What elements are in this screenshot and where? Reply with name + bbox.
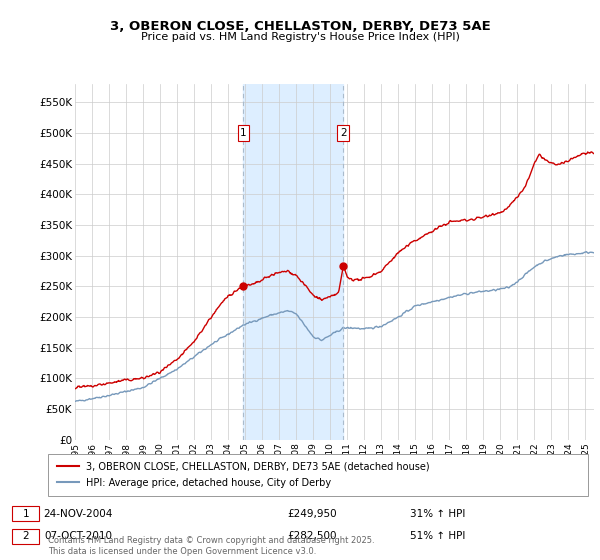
Text: 1: 1 (240, 128, 247, 138)
Text: Price paid vs. HM Land Registry's House Price Index (HPI): Price paid vs. HM Land Registry's House … (140, 32, 460, 43)
Text: 2: 2 (340, 128, 347, 138)
Text: £249,950: £249,950 (287, 508, 337, 519)
Text: Contains HM Land Registry data © Crown copyright and database right 2025.
This d: Contains HM Land Registry data © Crown c… (48, 536, 374, 556)
Text: 07-OCT-2010: 07-OCT-2010 (44, 531, 112, 542)
Text: 1: 1 (22, 508, 29, 519)
Text: 24-NOV-2004: 24-NOV-2004 (43, 508, 113, 519)
Bar (244, 84, 343, 440)
Legend: 3, OBERON CLOSE, CHELLASTON, DERBY, DE73 5AE (detached house), HPI: Average pric: 3, OBERON CLOSE, CHELLASTON, DERBY, DE73… (53, 458, 434, 492)
Text: 3, OBERON CLOSE, CHELLASTON, DERBY, DE73 5AE: 3, OBERON CLOSE, CHELLASTON, DERBY, DE73… (110, 20, 490, 33)
Text: £282,500: £282,500 (287, 531, 337, 542)
Text: 2: 2 (22, 531, 29, 542)
Text: 51% ↑ HPI: 51% ↑ HPI (410, 531, 466, 542)
Text: 31% ↑ HPI: 31% ↑ HPI (410, 508, 466, 519)
